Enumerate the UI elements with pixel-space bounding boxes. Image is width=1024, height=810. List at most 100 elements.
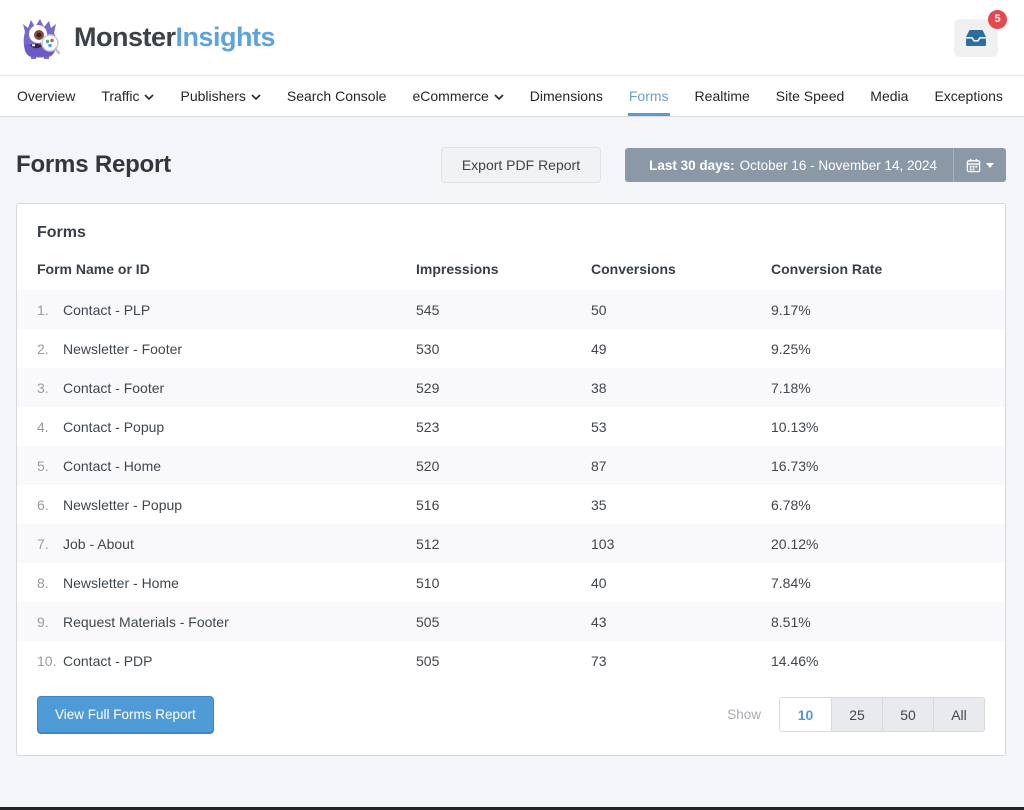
table-row: 1. Contact - PLP 545 50 9.17%: [17, 290, 1005, 329]
table-row: 5. Contact - Home 520 87 16.73%: [17, 446, 1005, 485]
column-conversions: Conversions: [591, 261, 676, 277]
row-index: 2.: [37, 340, 49, 357]
impressions-value: 529: [416, 379, 440, 396]
brand-primary-text: Monster: [74, 22, 176, 52]
form-name: Contact - Popup: [63, 418, 165, 435]
row-index: 5.: [37, 457, 49, 474]
table-row: 8. Newsletter - Home 510 40 7.84%: [17, 563, 1005, 602]
conversion-rate-value: 8.51%: [771, 613, 811, 630]
page-title: Forms Report: [16, 151, 171, 178]
impressions-value: 530: [416, 340, 440, 357]
conversions-value: 73: [591, 652, 607, 669]
tab-ecommerce[interactable]: eCommerce: [411, 76, 504, 116]
conversion-rate-value: 14.46%: [771, 652, 819, 669]
table-header-row: Form Name or ID Impressions Conversions …: [17, 248, 1005, 290]
table-row: 7. Job - About 512 103 20.12%: [17, 524, 1005, 563]
impressions-value: 545: [416, 301, 440, 318]
form-name: Newsletter - Popup: [63, 496, 183, 513]
column-impressions: Impressions: [416, 261, 499, 277]
tab-media[interactable]: Media: [870, 88, 909, 104]
form-name: Newsletter - Footer: [63, 340, 183, 357]
impressions-value: 512: [416, 535, 440, 552]
monster-mascot-icon: [23, 18, 61, 59]
conversions-value: 40: [591, 574, 607, 591]
pagination: Show 10 25 50 All: [727, 697, 985, 732]
column-form-name: Form Name or ID: [37, 261, 150, 277]
column-conversion-rate: Conversion Rate: [771, 261, 883, 277]
forms-card-title: Forms: [37, 224, 86, 241]
notification-badge: 5: [988, 9, 1007, 29]
conversions-value: 43: [591, 613, 607, 630]
impressions-value: 505: [416, 652, 440, 669]
forms-card: Forms Form Name or ID Impressions Conver…: [16, 203, 1006, 756]
table-row: 4. Contact - Popup 523 53 10.13%: [17, 407, 1005, 446]
conversion-rate-value: 9.25%: [771, 340, 811, 357]
conversions-value: 50: [591, 301, 607, 318]
tab-overview[interactable]: Overview: [17, 88, 76, 104]
date-range-label: Last 30 days:: [649, 157, 735, 173]
conversions-value: 103: [591, 535, 615, 552]
caret-down-icon: [986, 162, 994, 168]
impressions-value: 505: [416, 613, 440, 630]
conversion-rate-value: 16.73%: [771, 457, 819, 474]
tab-forms[interactable]: Forms: [627, 76, 670, 116]
card-footer: View Full Forms Report Show 10 25 50 All: [17, 680, 1005, 755]
brand-secondary-text: Insights: [175, 22, 276, 52]
conversions-value: 87: [591, 457, 607, 474]
date-range-value: October 16 - November 14, 2024: [739, 157, 937, 173]
conversion-rate-value: 9.17%: [771, 301, 811, 318]
form-name: Contact - Footer: [63, 379, 165, 396]
export-pdf-button[interactable]: Export PDF Report: [440, 147, 602, 183]
conversion-rate-value: 10.13%: [771, 418, 819, 435]
date-range-picker[interactable]: Last 30 days: October 16 - November 14, …: [625, 148, 1006, 182]
page-size-10[interactable]: 10: [780, 698, 831, 731]
page-size-50[interactable]: 50: [882, 698, 933, 731]
tab-site-speed[interactable]: Site Speed: [775, 88, 845, 104]
conversions-value: 53: [591, 418, 607, 435]
table-row: 10. Contact - PDP 505 73 14.46%: [17, 641, 1005, 680]
row-index: 6.: [37, 496, 49, 513]
show-label: Show: [727, 707, 761, 722]
chevron-down-icon: [494, 94, 504, 100]
tab-search-console[interactable]: Search Console: [286, 88, 387, 104]
tab-realtime[interactable]: Realtime: [694, 88, 750, 104]
form-name: Job - About: [63, 535, 134, 552]
table-row: 2. Newsletter - Footer 530 49 9.25%: [17, 329, 1005, 368]
page-size-all[interactable]: All: [933, 698, 984, 731]
impressions-value: 520: [416, 457, 440, 474]
form-name: Contact - PLP: [63, 301, 151, 318]
page-size-25[interactable]: 25: [831, 698, 882, 731]
monsterinsights-logo: MonsterInsights: [16, 14, 276, 62]
page-size-group: 10 25 50 All: [779, 697, 985, 732]
row-index: 4.: [37, 418, 49, 435]
conversions-value: 35: [591, 496, 607, 513]
conversions-value: 38: [591, 379, 607, 396]
chevron-down-icon: [144, 94, 155, 100]
conversion-rate-value: 7.84%: [771, 574, 811, 591]
impressions-value: 510: [416, 574, 440, 591]
tab-exceptions[interactable]: Exceptions: [934, 88, 1003, 104]
form-name: Contact - PDP: [63, 652, 153, 669]
row-index: 10.: [37, 652, 57, 669]
row-index: 1.: [37, 301, 49, 318]
inbox-icon: [966, 29, 986, 46]
tab-dimensions[interactable]: Dimensions: [529, 88, 603, 104]
view-full-report-button[interactable]: View Full Forms Report: [37, 696, 214, 733]
tab-publishers[interactable]: Publishers: [179, 76, 261, 116]
conversion-rate-value: 20.12%: [771, 535, 819, 552]
row-index: 8.: [37, 574, 49, 591]
impressions-value: 516: [416, 496, 440, 513]
viewport-bottom-edge: [0, 807, 1024, 810]
row-index: 9.: [37, 613, 49, 630]
form-name: Newsletter - Home: [63, 574, 179, 591]
tab-traffic[interactable]: Traffic: [100, 76, 155, 116]
calendar-icon: [966, 158, 981, 172]
top-header: MonsterInsights 5: [0, 0, 1024, 76]
table-row: 3. Contact - Footer 529 38 7.18%: [17, 368, 1005, 407]
impressions-value: 523: [416, 418, 440, 435]
chevron-down-icon: [251, 94, 261, 100]
table-row: 6. Newsletter - Popup 516 35 6.78%: [17, 485, 1005, 524]
conversions-value: 49: [591, 340, 607, 357]
report-nav: Overview Traffic Publishers Search Conso…: [0, 76, 1024, 117]
row-index: 3.: [37, 379, 49, 396]
